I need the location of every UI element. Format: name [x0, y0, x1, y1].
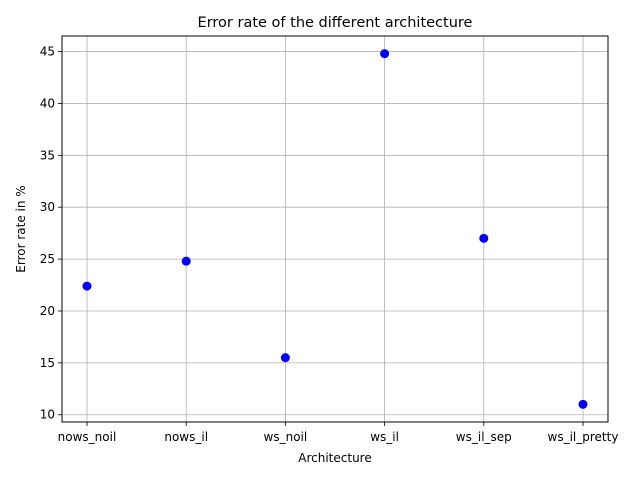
- y-tick-label: 10: [40, 408, 55, 422]
- data-point-nows_noil: [82, 281, 92, 291]
- x-tick-label: ws_il: [370, 430, 399, 444]
- data-point-ws_il_sep: [479, 233, 489, 243]
- plot-frame: [61, 35, 609, 423]
- data-point-nows_il: [181, 256, 191, 266]
- y-tick-label: 20: [40, 304, 55, 318]
- y-tick-label: 45: [40, 45, 55, 59]
- data-points: [82, 49, 588, 409]
- data-point-ws_il_pretty: [578, 399, 588, 409]
- y-axis-ticks: 10 15 20 25 30 35 40 45: [40, 45, 62, 422]
- x-tick-label: ws_il_pretty: [548, 430, 619, 444]
- x-axis-ticks: nows_noil nows_il ws_noil ws_il ws_il_sep ws_…: [58, 422, 619, 444]
- x-axis-label: Architecture: [298, 451, 371, 465]
- y-tick-label: 40: [40, 96, 55, 110]
- data-point-ws_il: [380, 49, 390, 59]
- y-tick-label: 15: [40, 356, 55, 370]
- x-tick-label: nows_il: [164, 430, 208, 444]
- y-axis-label: Error rate in %: [14, 185, 28, 272]
- x-tick-label: ws_noil: [264, 430, 308, 444]
- y-tick-label: 25: [40, 252, 55, 266]
- grid-lines: [62, 36, 608, 422]
- chart-title: Error rate of the different architecture: [198, 15, 473, 31]
- y-tick-label: 30: [40, 200, 55, 214]
- x-tick-label: nows_noil: [58, 430, 117, 444]
- data-point-ws_noil: [280, 353, 290, 363]
- x-tick-label: ws_il_sep: [456, 430, 512, 444]
- y-tick-label: 35: [40, 148, 55, 162]
